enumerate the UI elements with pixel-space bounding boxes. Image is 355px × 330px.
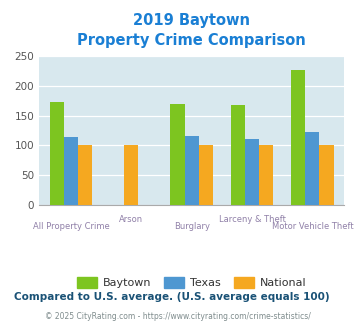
Legend: Baytown, Texas, National: Baytown, Texas, National: [73, 273, 311, 292]
Text: Compared to U.S. average. (U.S. average equals 100): Compared to U.S. average. (U.S. average …: [14, 292, 330, 302]
Bar: [185, 136, 199, 205]
Bar: [305, 132, 320, 205]
Bar: [78, 145, 92, 205]
Text: Larceny & Theft: Larceny & Theft: [219, 215, 285, 224]
Bar: [245, 139, 259, 205]
Text: Motor Vehicle Theft: Motor Vehicle Theft: [272, 222, 353, 231]
Bar: [259, 145, 273, 205]
Text: © 2025 CityRating.com - https://www.cityrating.com/crime-statistics/: © 2025 CityRating.com - https://www.city…: [45, 312, 310, 321]
Title: 2019 Baytown
Property Crime Comparison: 2019 Baytown Property Crime Comparison: [77, 13, 306, 48]
Bar: [64, 138, 78, 205]
Bar: [50, 102, 64, 205]
Text: All Property Crime: All Property Crime: [33, 222, 109, 231]
Bar: [320, 145, 334, 205]
Bar: [291, 70, 305, 205]
Bar: [231, 105, 245, 205]
Bar: [170, 104, 185, 205]
Text: Arson: Arson: [119, 215, 143, 224]
Bar: [199, 145, 213, 205]
Bar: [124, 145, 138, 205]
Text: Burglary: Burglary: [174, 222, 210, 231]
